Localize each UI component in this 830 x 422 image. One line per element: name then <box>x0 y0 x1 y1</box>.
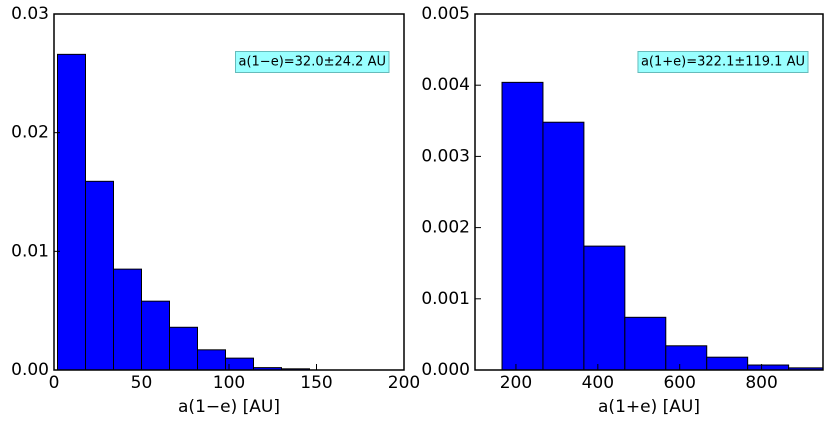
y-tick-label: 0.03 <box>11 4 49 24</box>
bar <box>113 268 142 370</box>
bar <box>225 357 254 370</box>
bar <box>583 245 626 370</box>
x-axis-label: a(1+e) [AU] <box>598 397 700 417</box>
bar <box>706 356 749 370</box>
annotation-box <box>637 51 809 73</box>
x-tick-label: 800 <box>745 373 777 393</box>
x-tick-label: 200 <box>388 373 420 393</box>
y-tick-label: 0.002 <box>421 218 470 238</box>
bar <box>665 345 708 370</box>
bar <box>788 367 823 370</box>
x-tick-label: 100 <box>213 373 245 393</box>
x-tick-label: 0 <box>49 373 60 393</box>
y-tick-label: 0.004 <box>421 75 470 95</box>
x-tick-label: 200 <box>500 373 532 393</box>
y-tick-label: 0.02 <box>11 123 49 143</box>
bar <box>197 349 226 370</box>
x-tick-label: 50 <box>131 373 153 393</box>
y-tick-label: 0.00 <box>11 360 49 380</box>
bar <box>169 326 198 370</box>
axes-frame <box>474 13 824 371</box>
annotation: a(1−e)=32.0±24.2 AU <box>239 55 387 70</box>
bar <box>141 300 170 370</box>
bar <box>85 180 114 370</box>
x-tick-label: 600 <box>663 373 695 393</box>
x-tick-label: 150 <box>300 373 332 393</box>
bar <box>57 53 86 370</box>
annotation: a(1+e)=322.1±119.1 AU <box>641 55 805 70</box>
bar <box>501 81 544 370</box>
plot-area <box>501 81 823 370</box>
annotation-box <box>235 51 390 73</box>
x-tick-label: 400 <box>582 373 614 393</box>
y-tick-label: 0.01 <box>11 241 49 261</box>
plot-area <box>57 53 310 370</box>
y-tick-label: 0.005 <box>421 4 470 24</box>
y-tick-label: 0.000 <box>421 360 470 380</box>
bar <box>624 316 667 370</box>
y-tick-label: 0.003 <box>421 146 470 166</box>
x-axis-label: a(1−e) [AU] <box>178 397 280 417</box>
y-tick-label: 0.001 <box>421 289 470 309</box>
bar <box>542 121 585 370</box>
